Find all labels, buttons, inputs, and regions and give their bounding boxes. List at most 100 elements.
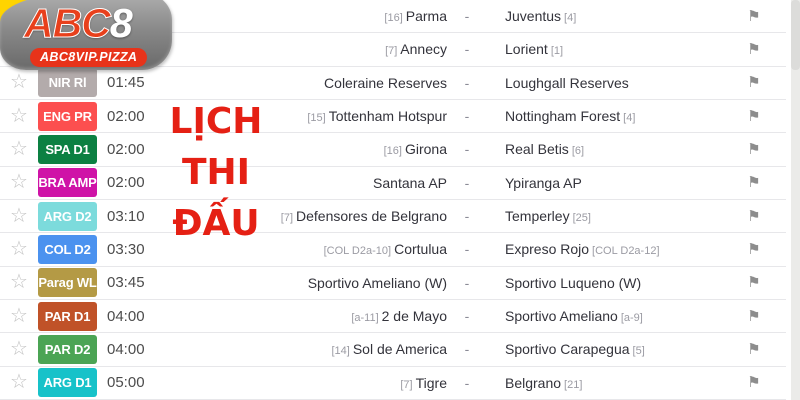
away-team[interactable]: Nottingham Forest [4] (505, 108, 722, 124)
away-team[interactable]: Sportivo Luqueno (W) (505, 275, 722, 291)
away-team[interactable]: Real Betis [6] (505, 141, 722, 157)
home-team[interactable]: [16] Girona (168, 141, 447, 157)
favorite-cell: ☆ (0, 72, 38, 93)
away-team-rank: [21] (564, 378, 583, 391)
away-team[interactable]: Sportivo Ameliano [a-9] (505, 308, 722, 324)
home-team[interactable]: Coleraine Reserves (168, 75, 447, 91)
flag-icon[interactable]: ⚑ (747, 74, 761, 92)
flag-icon[interactable]: ⚑ (747, 207, 761, 225)
flag-icon[interactable]: ⚑ (747, 340, 761, 358)
away-team-rank: [4] (564, 12, 577, 25)
home-team[interactable]: [COL D2a-10] Cortulua (168, 241, 447, 257)
away-team[interactable]: Temperley [25] (505, 208, 722, 224)
favorite-star-icon[interactable]: ☆ (10, 371, 28, 394)
home-team-rank: [a-11] (351, 312, 379, 325)
home-team-name: Tottenham Hotspur (328, 108, 447, 125)
league-badge[interactable]: ARG D1 (38, 368, 97, 398)
flag-cell: ⚑ (722, 207, 786, 226)
vs-dash: - (464, 174, 470, 191)
scrollbar-thumb[interactable] (791, 0, 800, 70)
vs-dash: - (464, 374, 470, 391)
flag-icon[interactable]: ⚑ (747, 174, 761, 192)
match-time: 02:00 (107, 140, 145, 158)
watermark-line-2: THI (181, 152, 251, 193)
favorite-star-icon[interactable]: ☆ (10, 71, 28, 94)
home-team-name: 2 de Mayo (381, 308, 447, 325)
vs-dash: - (464, 74, 470, 91)
flag-icon[interactable]: ⚑ (747, 374, 761, 392)
away-team[interactable]: Sportivo Carapegua [5] (505, 341, 722, 357)
favorite-cell: ☆ (0, 172, 38, 193)
favorite-cell: ☆ (0, 372, 38, 393)
flag-cell: ⚑ (722, 273, 786, 292)
flag-icon[interactable]: ⚑ (747, 107, 761, 125)
away-team[interactable]: Lorient [1] (505, 41, 722, 57)
vertical-scrollbar[interactable] (791, 0, 800, 400)
away-team-rank: [5] (632, 345, 645, 358)
away-team-name: Nottingham Forest (505, 108, 621, 125)
table-row: ☆ Parag WL 03:45 Sportivo Ameliano (W) -… (0, 266, 786, 300)
table-row: ☆ PAR D2 04:00 [14] Sol de America - Spor… (0, 333, 786, 367)
home-team[interactable]: [16] Parma (168, 8, 447, 24)
flag-icon[interactable]: ⚑ (747, 140, 761, 158)
vs-dash: - (464, 241, 470, 258)
home-team-rank: [14] (331, 345, 350, 358)
table-row: ☆ ENG PR 02:00 [15] Tottenham Hotspur - N… (0, 99, 786, 134)
league-cell: ENG PR (38, 101, 97, 131)
away-team[interactable]: Loughgall Reserves (505, 75, 722, 91)
league-badge[interactable]: Parag WL (38, 268, 97, 298)
league-badge[interactable]: ENG PR (38, 101, 97, 131)
away-team[interactable]: Belgrano [21] (505, 375, 722, 391)
table-row: ☆ BRA AMP 02:00 Santana AP - Ypiranga AP… (0, 166, 786, 200)
home-team-name: Defensores de Belgrano (296, 208, 447, 225)
home-team[interactable]: [a-11] 2 de Mayo (168, 308, 447, 324)
favorite-star-icon[interactable]: ☆ (10, 204, 28, 227)
match-time: 03:45 (107, 274, 145, 292)
league-badge[interactable]: PAR D2 (38, 334, 97, 364)
home-team[interactable]: [15] Tottenham Hotspur (168, 108, 447, 124)
league-badge[interactable]: NIR Rl (38, 68, 97, 98)
favorite-star-icon[interactable]: ☆ (10, 171, 28, 194)
schedule-watermark-title: LỊCH THI ĐẤU (148, 96, 284, 249)
flag-icon[interactable]: ⚑ (747, 240, 761, 258)
favorite-cell: ☆ (0, 206, 38, 227)
home-team[interactable]: [7] Defensores de Belgrano (168, 208, 447, 224)
favorite-cell: ☆ (0, 106, 38, 127)
table-row: ☆ ARG D2 03:10 [7] Defensores de Belgrano… (0, 199, 786, 234)
site-logo[interactable]: ABC8 ABC8VIP.PIZZA (0, 0, 188, 71)
league-badge[interactable]: ARG D2 (38, 201, 97, 231)
flag-icon[interactable]: ⚑ (747, 40, 761, 58)
flag-icon[interactable]: ⚑ (747, 307, 761, 325)
league-cell: ARG D1 (38, 368, 97, 398)
league-badge[interactable]: PAR D1 (38, 301, 97, 331)
away-team-name: Expreso Rojo (505, 241, 590, 258)
away-team-name: Lorient (505, 41, 548, 58)
table-row: ☆ ARG D1 05:00 [7] Tigre - Belgrano [21] ⚑ (0, 366, 786, 400)
flag-icon[interactable]: ⚑ (747, 274, 761, 292)
away-team-rank: [1] (550, 45, 564, 58)
flag-cell: ⚑ (722, 107, 786, 126)
league-cell: PAR D2 (38, 334, 97, 364)
home-team-name: Girona (404, 141, 447, 158)
league-badge[interactable]: BRA AMP (38, 168, 97, 198)
away-team[interactable]: Ypiranga AP (505, 175, 722, 191)
home-team[interactable]: [7] Tigre (168, 375, 447, 391)
flag-icon[interactable]: ⚑ (747, 7, 761, 25)
home-team[interactable]: Santana AP (168, 175, 447, 191)
home-team[interactable]: [14] Sol de America (168, 341, 447, 357)
away-team-rank: [4] (623, 112, 636, 125)
favorite-star-icon[interactable]: ☆ (10, 237, 28, 260)
league-badge[interactable]: COL D2 (38, 234, 97, 264)
home-team[interactable]: [7] Annecy (168, 41, 447, 57)
home-team[interactable]: Sportivo Ameliano (W) (168, 275, 447, 291)
away-team[interactable]: Expreso Rojo [COL D2a-12] (505, 241, 722, 257)
league-badge[interactable]: SPA D1 (38, 134, 97, 164)
favorite-star-icon[interactable]: ☆ (10, 271, 28, 294)
favorite-star-icon[interactable]: ☆ (10, 137, 28, 160)
favorite-star-icon[interactable]: ☆ (10, 304, 28, 327)
match-time: 01:45 (107, 74, 145, 92)
favorite-star-icon[interactable]: ☆ (10, 337, 28, 360)
flag-cell: ⚑ (722, 307, 786, 326)
away-team[interactable]: Juventus [4] (505, 8, 722, 24)
favorite-star-icon[interactable]: ☆ (10, 104, 28, 127)
